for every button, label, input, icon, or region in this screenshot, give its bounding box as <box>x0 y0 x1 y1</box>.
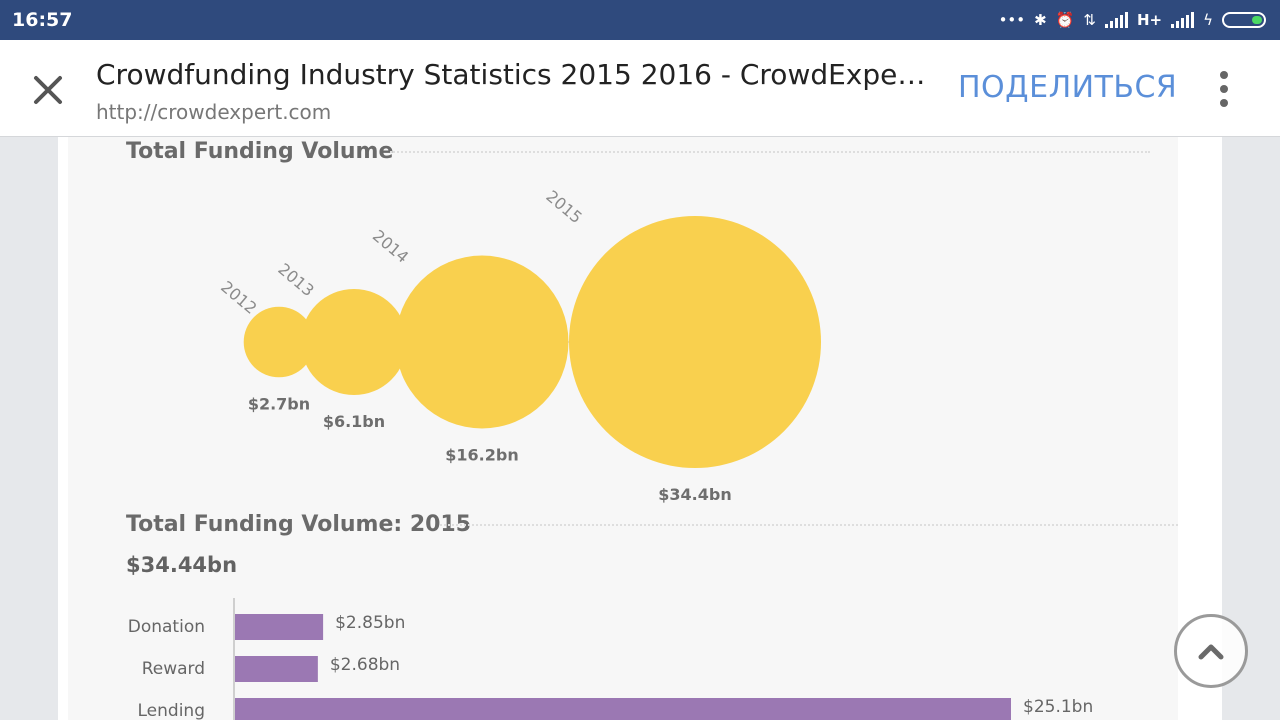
bar-value-label: $2.85bn <box>335 613 405 633</box>
bar-value-label: $2.68bn <box>330 655 400 675</box>
section-title-volume: Total Funding Volume <box>126 139 394 164</box>
more-dots-icon: ••• <box>998 11 1026 29</box>
status-time: 16:57 <box>12 9 73 31</box>
alarm-icon: ⏰ <box>1055 11 1075 29</box>
bar-donation <box>235 614 324 640</box>
value-label: $2.7bn <box>248 394 310 413</box>
section-title-2015: Total Funding Volume: 2015 <box>126 512 472 537</box>
custom-tab-toolbar: Crowdfunding Industry Statistics 2015 20… <box>0 40 1280 137</box>
bar-value-label: $25.1bn <box>1023 697 1093 717</box>
bubble-2014 <box>395 255 569 429</box>
close-icon[interactable] <box>28 70 68 110</box>
infographic: Total Funding Volume 2012 $2.7bn 2013 $6.1b… <box>68 137 1178 720</box>
page-url: http://crowdexpert.com <box>96 100 332 124</box>
bubble-2012 <box>243 306 315 378</box>
year-label: 2015 <box>542 187 585 228</box>
signal-icon <box>1104 12 1128 28</box>
status-icons: ••• ✱ ⏰ ⇅ H+ ϟ <box>999 6 1266 34</box>
scroll-to-top-button[interactable] <box>1174 614 1248 688</box>
web-content[interactable]: Total Funding Volume 2012 $2.7bn 2013 $6.1b… <box>0 137 1280 720</box>
bluetooth-icon: ✱ <box>1034 11 1047 29</box>
page-title: Crowdfunding Industry Statistics 2015 20… <box>96 58 936 91</box>
year-label: 2013 <box>274 259 317 300</box>
bar-category-label: Lending <box>138 701 206 720</box>
bar-lending <box>235 698 1011 720</box>
divider <box>390 151 1150 153</box>
value-label: $6.1bn <box>323 412 385 431</box>
divider <box>440 524 1178 526</box>
battery-icon <box>1222 12 1266 28</box>
bubble-2013 <box>300 288 408 396</box>
bubble-2015 <box>569 216 821 468</box>
charging-icon: ϟ <box>1203 11 1213 29</box>
data-arrows-icon: ⇅ <box>1083 11 1096 29</box>
chevron-up-icon <box>1198 644 1224 660</box>
more-vert-icon[interactable] <box>1212 68 1236 108</box>
value-label: $34.4bn <box>658 485 731 504</box>
bar-category-label: Donation <box>128 617 205 637</box>
bar-chart: Donation $2.85bn Reward $2.68bn Lending $25.1… <box>128 598 1093 720</box>
article-card: Total Funding Volume 2012 $2.7bn 2013 $6.1b… <box>58 137 1222 720</box>
value-label: $16.2bn <box>445 445 518 464</box>
total-2015-value: $34.44bn <box>126 553 238 577</box>
share-button[interactable]: ПОДЕЛИТЬСЯ <box>958 70 1178 105</box>
status-bar: 16:57 ••• ✱ ⏰ ⇅ H+ ϟ <box>0 0 1280 40</box>
signal-icon <box>1171 12 1195 28</box>
network-type: H+ <box>1136 11 1163 29</box>
bubble-chart: 2012 $2.7bn 2013 $6.1bn 2014 $16.2bn 2015 $34.4… <box>217 187 821 504</box>
year-label: 2014 <box>369 226 412 267</box>
year-label: 2012 <box>217 277 260 318</box>
bar-reward <box>235 656 318 682</box>
bar-category-label: Reward <box>142 659 205 679</box>
